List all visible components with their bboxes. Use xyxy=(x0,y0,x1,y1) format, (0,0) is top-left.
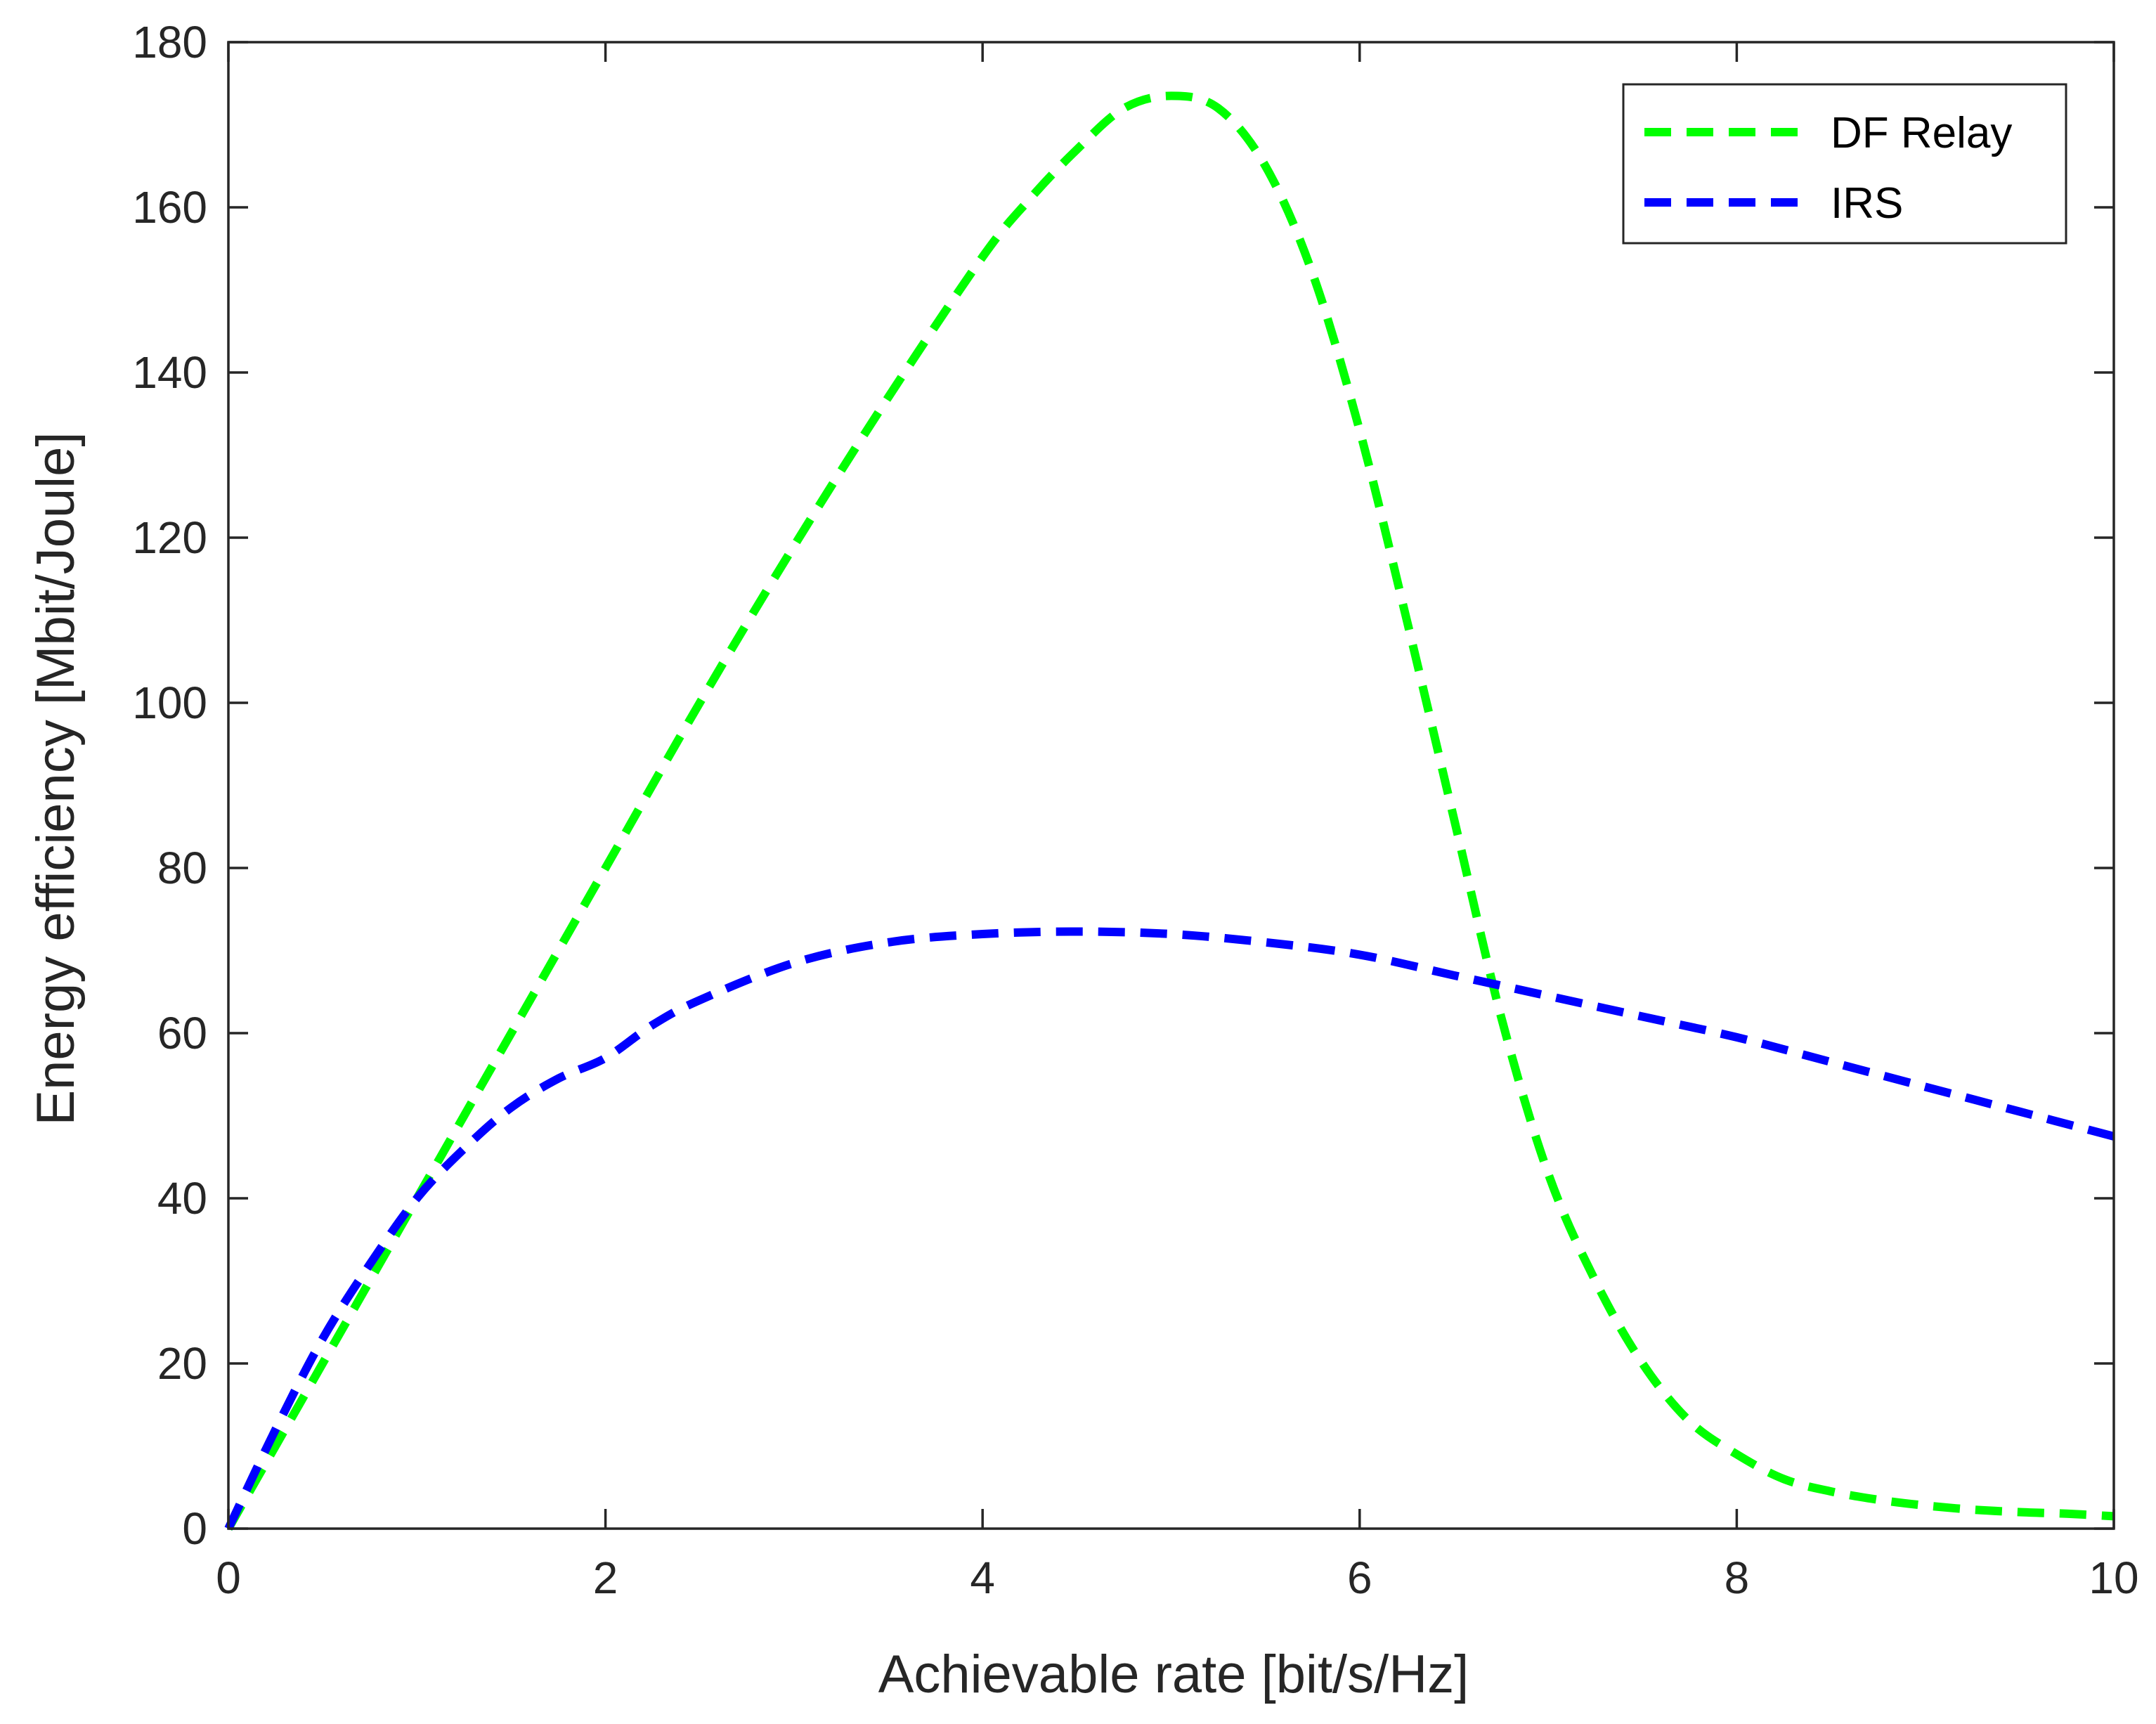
y-tick-label-140: 140 xyxy=(132,347,207,398)
x-tick-label-4: 4 xyxy=(970,1553,995,1603)
x-tick-label-2: 2 xyxy=(593,1553,618,1603)
y-tick-label-120: 120 xyxy=(132,512,207,563)
legend-label-irs: IRS xyxy=(1831,179,1903,228)
y-tick-label-20: 20 xyxy=(157,1338,207,1389)
series-line-df-relay xyxy=(224,91,2115,1531)
legend-box xyxy=(1622,83,2067,245)
y-axis-label: Energy efficiency [Mbit/Joule] xyxy=(26,432,86,1125)
legend: DF Relay IRS xyxy=(1622,83,2067,245)
x-tick-label-6: 6 xyxy=(1347,1553,1372,1603)
x-tick-label-0: 0 xyxy=(216,1553,241,1603)
series-line-irs xyxy=(224,927,2115,1531)
y-tick-label-0: 0 xyxy=(182,1503,207,1554)
y-tick-label-160: 160 xyxy=(132,182,207,233)
plot-area xyxy=(228,42,2114,1529)
y-tick-label-100: 100 xyxy=(132,678,207,728)
x-tick-label-8: 8 xyxy=(1725,1553,1750,1603)
x-axis-label: Achievable rate [bit/s/Hz] xyxy=(878,1645,1469,1704)
x-tick-label-10: 10 xyxy=(2089,1553,2138,1603)
legend-label-df-relay: DF Relay xyxy=(1831,109,2012,157)
y-tick-label-80: 80 xyxy=(157,843,207,893)
plot-frame xyxy=(227,41,2115,1530)
y-tick-label-40: 40 xyxy=(157,1173,207,1224)
series-layer xyxy=(224,91,2115,1531)
plot-background xyxy=(228,42,2114,1529)
y-tick-label-60: 60 xyxy=(157,1008,207,1058)
y-tick-label-180: 180 xyxy=(132,17,207,67)
